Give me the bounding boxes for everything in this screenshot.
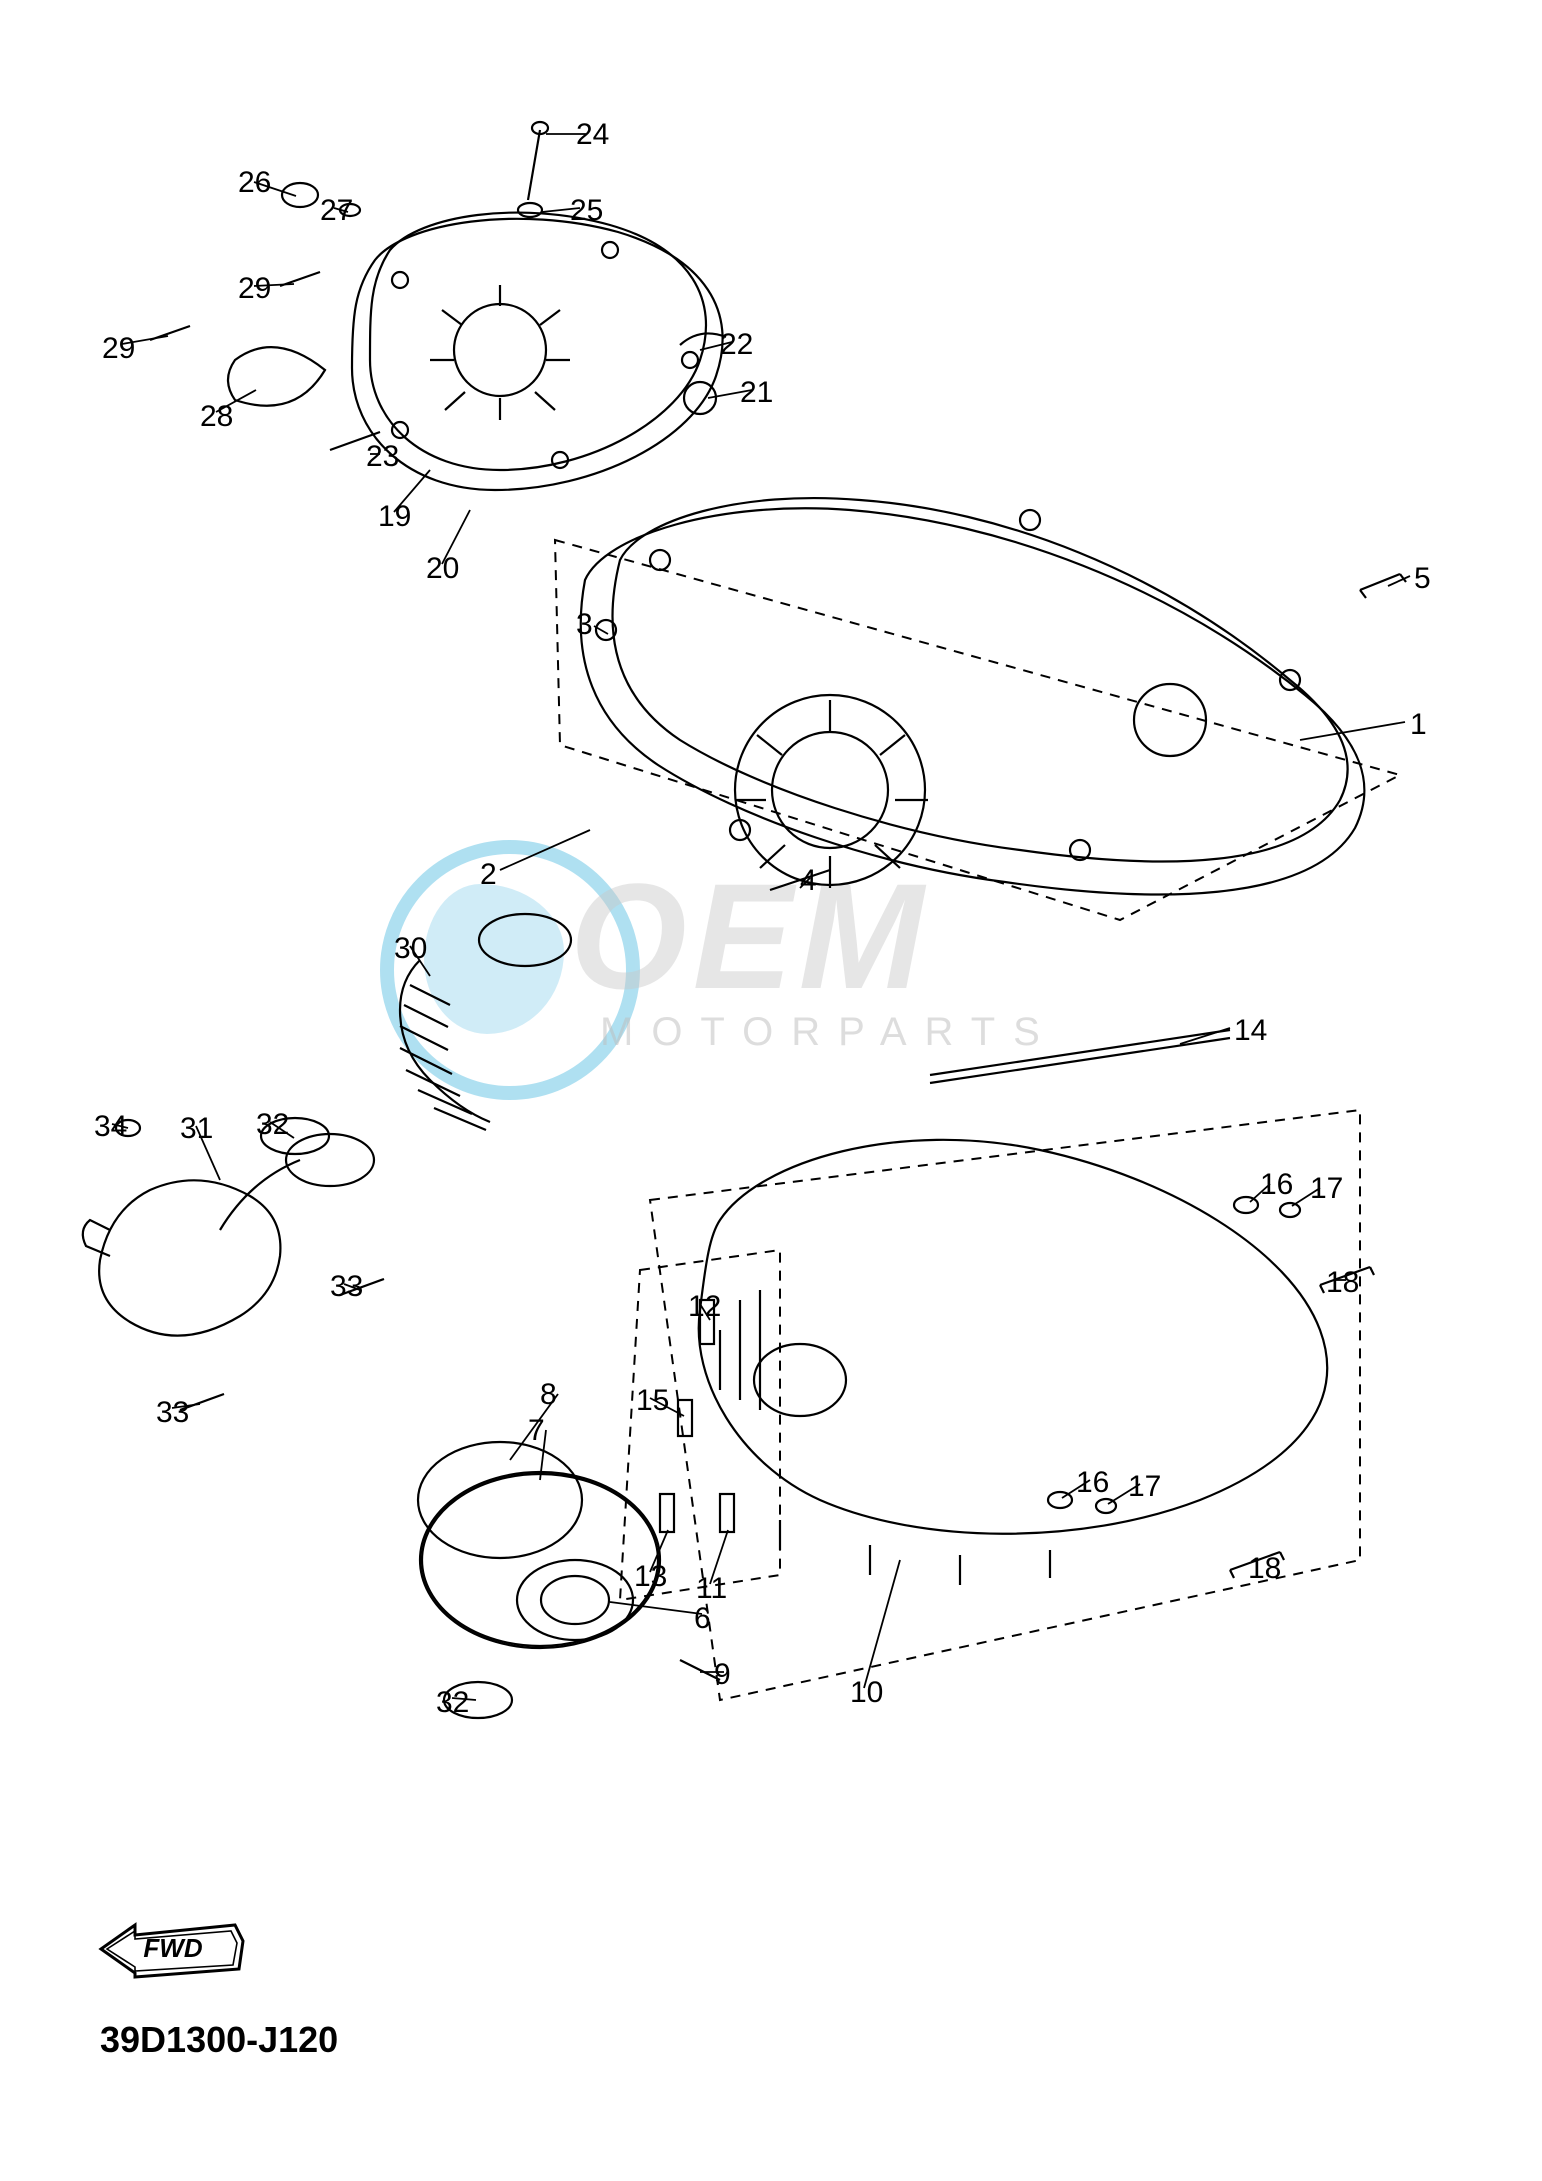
callout-25: 25 (570, 194, 603, 228)
callout-12: 12 (688, 1290, 721, 1324)
callout-26: 26 (238, 166, 271, 200)
callout-33: 33 (156, 1396, 189, 1430)
callout-13: 13 (634, 1560, 667, 1594)
callout-15: 15 (636, 1384, 669, 1418)
callout-33: 33 (330, 1270, 363, 1304)
callout-14: 14 (1234, 1014, 1267, 1048)
callout-30: 30 (394, 932, 427, 966)
callout-7: 7 (528, 1414, 545, 1448)
callout-29: 29 (102, 332, 135, 366)
callout-32: 32 (256, 1108, 289, 1142)
callout-10: 10 (850, 1676, 883, 1710)
callout-16: 16 (1076, 1466, 1109, 1500)
fwd-label-text: FWD (143, 1933, 202, 1963)
callout-17: 17 (1128, 1470, 1161, 1504)
callout-34: 34 (94, 1110, 127, 1144)
callout-22: 22 (720, 328, 753, 362)
fwd-direction-badge: FWD (95, 1917, 245, 1981)
callout-11: 11 (696, 1572, 727, 1606)
callout-16: 16 (1260, 1168, 1293, 1202)
callout-27: 27 (320, 194, 353, 228)
callout-9: 9 (714, 1658, 731, 1692)
callout-24: 24 (576, 118, 609, 152)
callout-20: 20 (426, 552, 459, 586)
callout-5: 5 (1414, 562, 1431, 596)
callout-3: 3 (576, 608, 593, 642)
callout-8: 8 (540, 1378, 557, 1412)
drawing-code: 39D1300-J120 (100, 2019, 338, 2061)
callout-4: 4 (800, 864, 817, 898)
callout-32: 32 (436, 1686, 469, 1720)
callout-2: 2 (480, 858, 497, 892)
callout-31: 31 (180, 1112, 213, 1146)
callout-1: 1 (1410, 708, 1427, 742)
callout-28: 28 (200, 400, 233, 434)
callout-18: 18 (1326, 1266, 1359, 1300)
callout-29: 29 (238, 272, 271, 306)
callout-17: 17 (1310, 1172, 1343, 1206)
callout-18: 18 (1248, 1552, 1281, 1586)
callout-23: 23 (366, 440, 399, 474)
callout-21: 21 (740, 376, 773, 410)
callout-6: 6 (694, 1602, 711, 1636)
callout-19: 19 (378, 500, 411, 534)
diagram-svg (0, 0, 1542, 2181)
